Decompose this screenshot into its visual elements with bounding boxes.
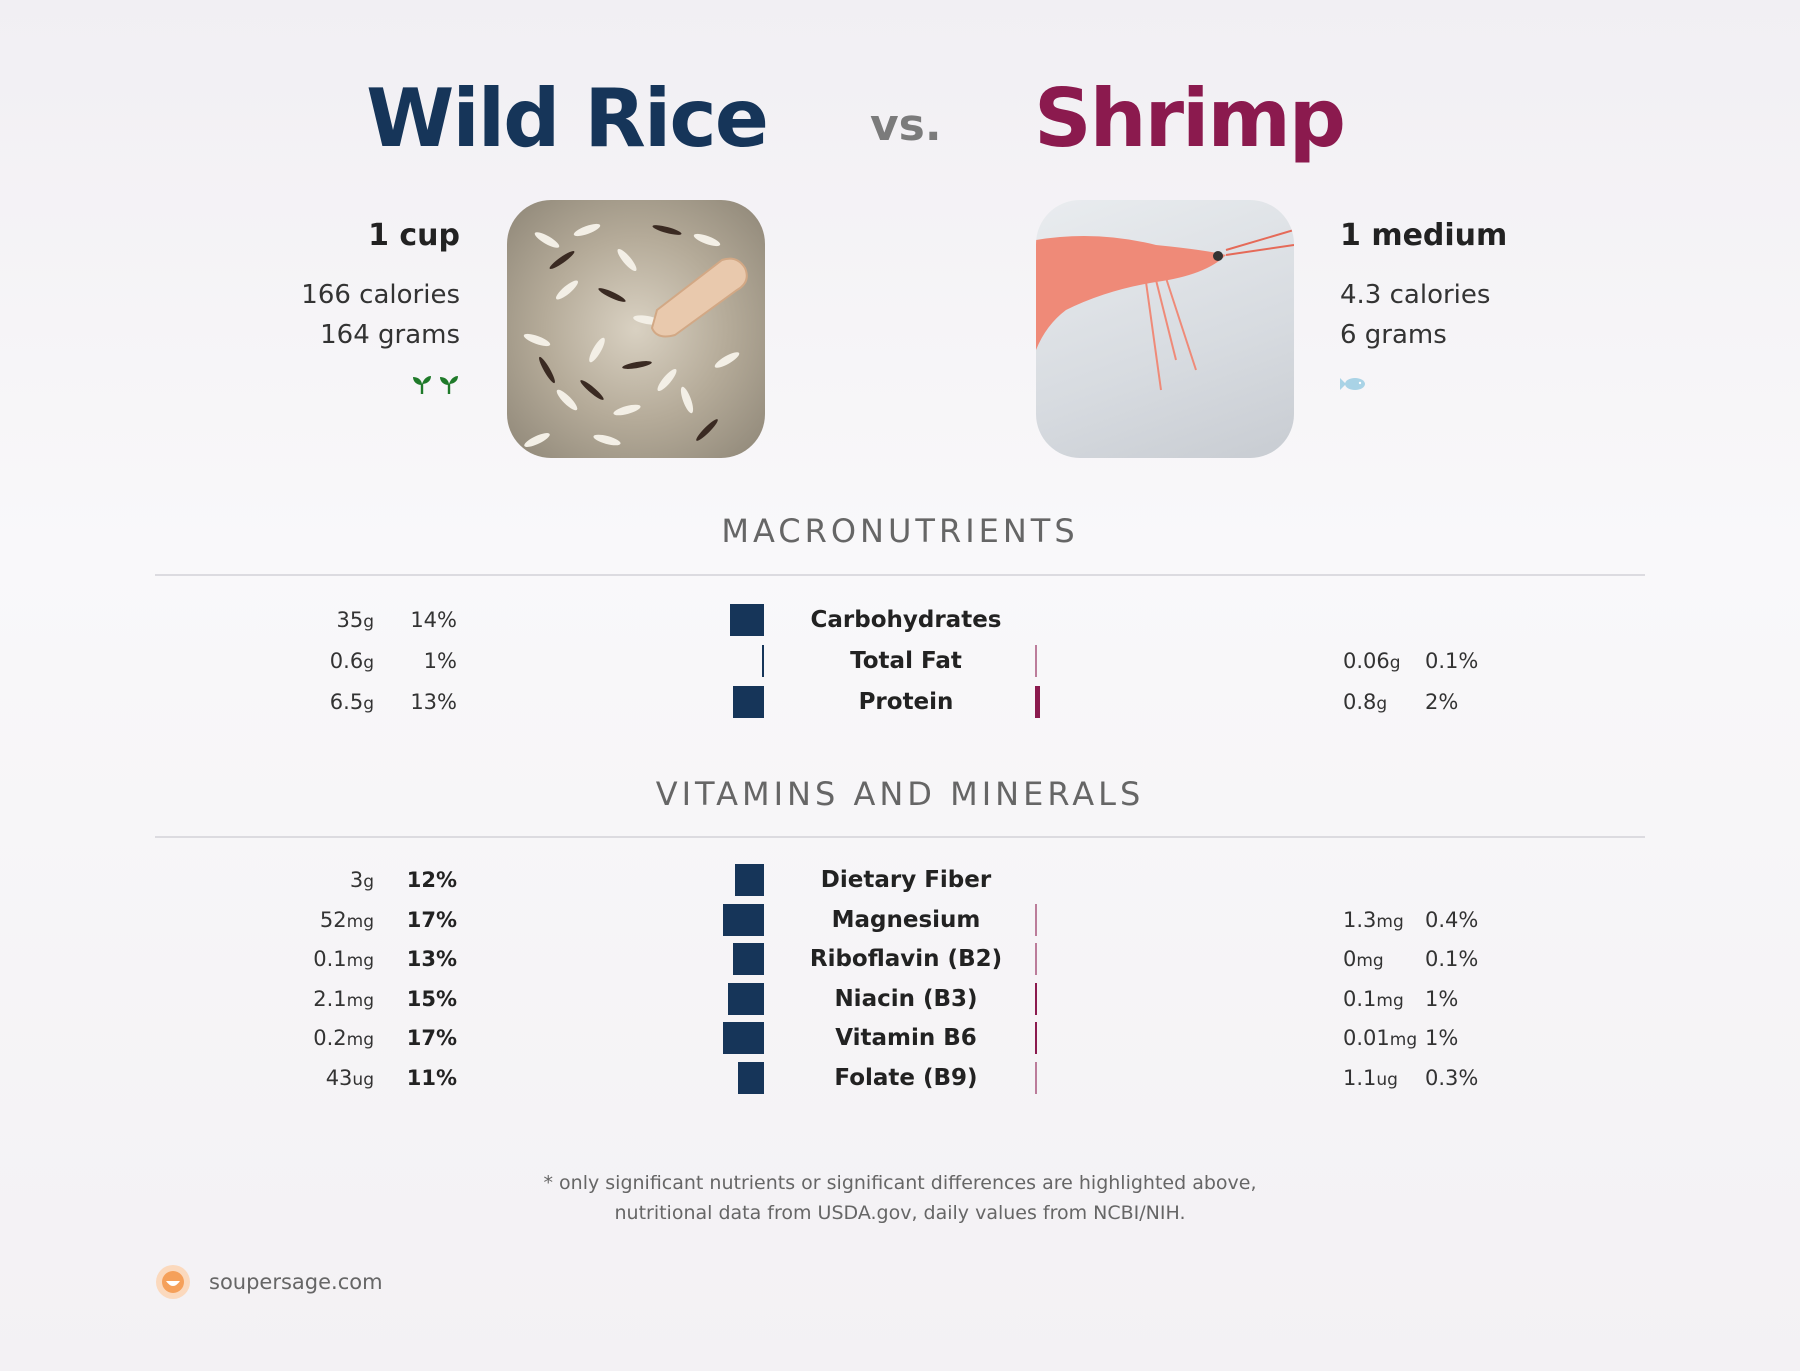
nutrient-label: Protein <box>858 689 954 715</box>
macronutrients-heading: MACRONUTRIENTS <box>721 512 1079 550</box>
nutrient-row: 0.6g 1% Total Fat 0.06g 0.1% <box>0 641 1800 681</box>
left-food-title: Wild Rice <box>366 72 769 165</box>
vitamins-heading: VITAMINS AND MINERALS <box>655 775 1145 813</box>
left-daily-percent: 14% <box>410 608 457 632</box>
left-amount: 0.1mg <box>313 947 374 971</box>
sprout-icon <box>440 376 458 394</box>
nutrient-label: Carbohydrates <box>810 607 1002 633</box>
left-percent-bar <box>735 864 764 896</box>
right-daily-percent: 1% <box>1425 1026 1459 1050</box>
left-daily-percent: 13% <box>410 690 457 714</box>
right-serving-info: 1 medium 4.3 calories 6 grams <box>1340 218 1507 397</box>
right-daily-percent: 0.1% <box>1425 947 1479 971</box>
left-amount: 0.6g <box>329 649 374 673</box>
nutrient-label: Niacin (B3) <box>834 985 978 1012</box>
left-percent-bar <box>761 645 764 677</box>
brand[interactable]: soupersage.com <box>155 1264 383 1300</box>
right-diet-icons <box>1340 373 1507 397</box>
left-grams: 164 grams <box>320 320 460 350</box>
nutrient-row: 6.5g 13% Protein 0.8g 2% <box>0 682 1800 722</box>
left-daily-percent: 12% <box>406 868 457 892</box>
right-percent-bar <box>1035 903 1037 936</box>
left-amount: 0.2mg <box>313 1026 374 1050</box>
left-amount: 3g <box>349 868 374 892</box>
left-daily-percent: 11% <box>406 1065 457 1090</box>
macro-divider <box>155 574 1645 576</box>
left-amount: 2.1mg <box>313 986 374 1011</box>
left-percent-bar <box>723 1022 764 1054</box>
left-daily-percent: 13% <box>406 947 457 971</box>
nutrient-label: Vitamin B6 <box>835 1025 977 1051</box>
right-daily-percent: 0.3% <box>1425 1065 1479 1090</box>
nutrient-label: Magnesium <box>831 906 981 933</box>
brand-name[interactable]: soupersage.com <box>209 1270 383 1294</box>
right-percent-bar <box>1035 982 1038 1015</box>
left-amount: 43ug <box>325 1065 374 1090</box>
nutrient-label: Dietary Fiber <box>820 867 992 893</box>
left-diet-icons <box>301 373 460 397</box>
vitamins-divider <box>155 836 1645 838</box>
left-daily-percent: 1% <box>423 649 457 673</box>
left-amount: 6.5g <box>329 690 374 714</box>
right-percent-bar <box>1035 645 1037 677</box>
nutrient-row: 35g 14% Carbohydrates <box>0 600 1800 640</box>
wild-rice-photo <box>507 200 765 458</box>
right-daily-percent: 1% <box>1425 986 1459 1011</box>
right-amount: 0.1mg <box>1343 986 1404 1011</box>
right-amount: 0mg <box>1343 947 1384 971</box>
left-serving-info: 1 cup 166 calories 164 grams <box>301 218 460 397</box>
vs-label: vs. <box>870 100 942 151</box>
right-percent-bar <box>1035 943 1037 975</box>
nutrient-row: 0.2mg 17% Vitamin B6 0.01mg 1% <box>0 1018 1800 1058</box>
right-daily-percent: 2% <box>1425 690 1459 714</box>
right-amount: 1.1ug <box>1343 1065 1398 1090</box>
sprout-icon <box>412 376 431 394</box>
left-percent-bar <box>732 943 764 975</box>
right-percent-bar <box>1035 1061 1037 1094</box>
left-daily-percent: 17% <box>406 907 457 932</box>
nutrient-row: 2.1mg 15% Niacin (B3) 0.1mg 1% <box>0 979 1800 1019</box>
fish-icon <box>1340 377 1365 390</box>
left-calories: 166 calories <box>301 280 460 310</box>
right-daily-percent: 0.4% <box>1425 907 1479 932</box>
right-amount: 0.01mg <box>1343 1026 1418 1050</box>
left-daily-percent: 15% <box>406 986 457 1011</box>
nutrient-label: Riboflavin (B2) <box>809 946 1003 972</box>
left-percent-bar <box>728 982 764 1015</box>
nutrient-row: 0.1mg 13% Riboflavin (B2) 0mg 0.1% <box>0 939 1800 979</box>
footnote: * only significant nutrients or signific… <box>0 1168 1800 1228</box>
left-percent-bar <box>732 686 764 718</box>
right-percent-bar <box>1035 686 1040 718</box>
left-serving-amount: 1 cup <box>368 218 460 253</box>
footnote-line-2: nutritional data from USDA.gov, daily va… <box>614 1202 1186 1224</box>
right-calories: 4.3 calories <box>1340 280 1491 310</box>
right-amount: 0.8g <box>1343 690 1388 714</box>
soupersage-logo-icon <box>156 1265 190 1299</box>
right-grams: 6 grams <box>1340 320 1447 350</box>
left-percent-bar <box>723 903 764 936</box>
left-amount: 52mg <box>319 907 374 932</box>
right-food-title: Shrimp <box>1034 72 1346 165</box>
right-percent-bar <box>1035 1022 1038 1054</box>
nutrient-row: 3g 12% Dietary Fiber <box>0 860 1800 900</box>
nutrient-row: 52mg 17% Magnesium 1.3mg 0.4% <box>0 900 1800 940</box>
nutrient-row: 43ug 11% Folate (B9) 1.1ug 0.3% <box>0 1058 1800 1098</box>
right-serving-amount: 1 medium <box>1340 218 1508 253</box>
right-daily-percent: 0.1% <box>1425 649 1479 673</box>
left-percent-bar <box>730 604 764 636</box>
shrimp-photo <box>1036 200 1294 458</box>
nutrient-label: Folate (B9) <box>834 1064 978 1091</box>
right-amount: 1.3mg <box>1343 907 1404 932</box>
left-daily-percent: 17% <box>406 1026 457 1050</box>
left-amount: 35g <box>336 608 374 632</box>
footnote-line-1: * only significant nutrients or signific… <box>543 1172 1257 1194</box>
nutrient-label: Total Fat <box>850 648 962 674</box>
left-percent-bar <box>737 1061 764 1094</box>
right-amount: 0.06g <box>1343 649 1401 673</box>
